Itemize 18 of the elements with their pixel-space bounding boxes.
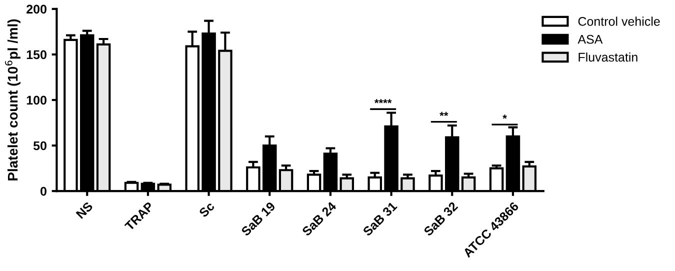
y-axis-title: Platelet count (10$^{6}$pl /ml): [5, 19, 20, 180]
y-tick-label: 100: [26, 96, 46, 105]
annotation: *: [502, 114, 507, 119]
y-tick-label: 0: [40, 186, 46, 196]
annotation: ****: [374, 99, 392, 104]
x-tick-label: SaB 31: [362, 201, 398, 237]
x-tick-label: Sc: [198, 201, 216, 218]
x-tick-label: SaB 24: [301, 201, 337, 236]
x-tick-label: SaB 19: [240, 201, 276, 236]
legend-label: ASA: [578, 34, 603, 44]
annotation: **: [440, 112, 448, 116]
x-tick-label: SaB 32: [423, 201, 458, 237]
legend-label: Control vehicle: [578, 16, 660, 26]
x-tick-label: NS: [76, 201, 94, 219]
y-tick-label: 50: [33, 141, 46, 150]
y-tick-label: 150: [26, 50, 46, 60]
legend-label: Fluvastatin: [578, 52, 638, 62]
y-tick-label: 200: [26, 4, 46, 14]
